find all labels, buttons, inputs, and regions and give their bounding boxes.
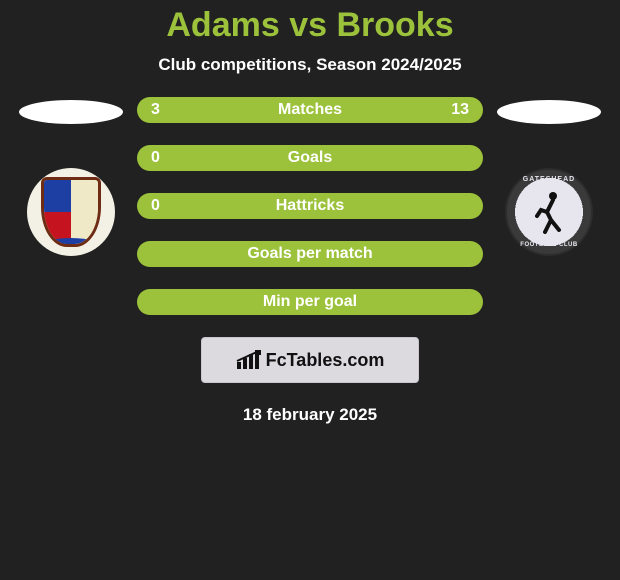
right-club-crest: GATESHEAD FOOTBALL CLUB xyxy=(505,168,593,256)
left-club-crest xyxy=(27,168,115,256)
footer-date: 18 february 2025 xyxy=(0,405,620,425)
stat-label: Goals per match xyxy=(247,245,372,263)
stat-row-goals: 0 Goals xyxy=(137,145,483,171)
stat-left-value: 0 xyxy=(151,197,160,215)
right-player-column: GATESHEAD FOOTBALL CLUB xyxy=(489,97,609,256)
right-player-placeholder xyxy=(497,100,601,124)
page-title: Adams vs Brooks xyxy=(0,6,620,45)
stat-left-value: 3 xyxy=(151,101,160,119)
stat-row-hattricks: 0 Hattricks xyxy=(137,193,483,219)
brand-badge[interactable]: FcTables.com xyxy=(201,337,419,383)
left-player-placeholder xyxy=(19,100,123,124)
stat-label: Min per goal xyxy=(263,293,357,311)
stat-label: Matches xyxy=(278,101,342,119)
runner-icon xyxy=(531,190,567,234)
left-player-column xyxy=(11,97,131,256)
stat-row-matches: 3 Matches 13 xyxy=(137,97,483,123)
stat-label: Hattricks xyxy=(276,197,344,215)
stats-list: 3 Matches 13 0 Goals 0 Hattricks Goals p… xyxy=(137,97,483,315)
bar-chart-icon xyxy=(236,350,262,370)
page-subtitle: Club competitions, Season 2024/2025 xyxy=(0,55,620,75)
stat-row-min-per-goal: Min per goal xyxy=(137,289,483,315)
stat-row-goals-per-match: Goals per match xyxy=(137,241,483,267)
crest-bottom-text: FOOTBALL CLUB xyxy=(520,242,577,248)
stat-right-value: 13 xyxy=(451,101,469,119)
stat-left-value: 0 xyxy=(151,149,160,167)
comparison-card: Adams vs Brooks Club competitions, Seaso… xyxy=(0,0,620,425)
comparison-row: 3 Matches 13 0 Goals 0 Hattricks Goals p… xyxy=(0,97,620,315)
brand-text: FcTables.com xyxy=(266,350,385,371)
stat-label: Goals xyxy=(288,149,332,167)
shield-icon xyxy=(41,177,101,247)
crest-top-text: GATESHEAD xyxy=(523,176,575,183)
